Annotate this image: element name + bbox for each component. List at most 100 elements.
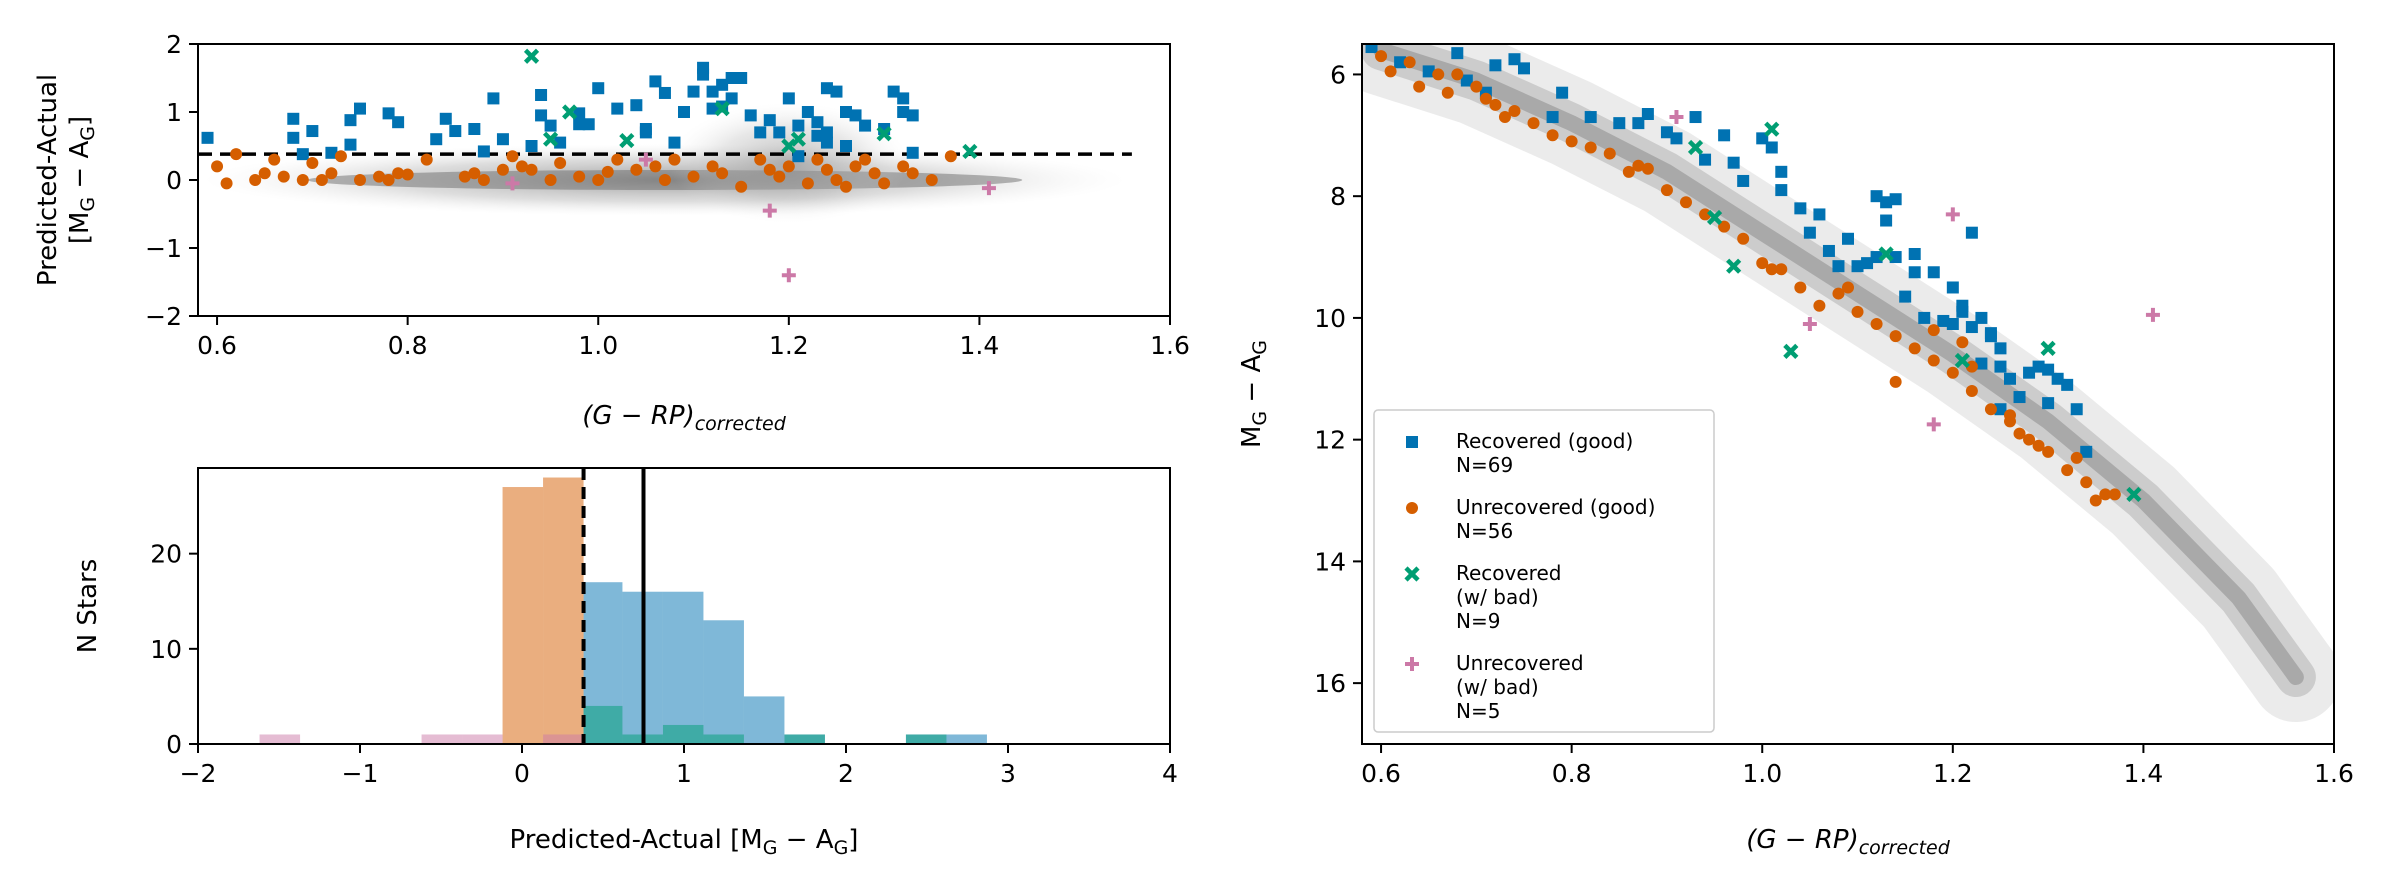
x-tick-label: −1	[342, 759, 379, 788]
y-tick-label: 10	[1314, 304, 1346, 333]
unrecovered_good-point	[1470, 80, 1483, 93]
recovered_bad-bar	[905, 734, 947, 744]
unrecovered_good-point	[1908, 342, 1921, 355]
unrecovered_good-point	[801, 177, 814, 190]
unrecovered_good-point	[2089, 494, 2102, 507]
recovered_good-point	[859, 119, 872, 132]
unrecovered_good-point	[1965, 384, 1978, 397]
recovered_good-point	[1689, 111, 1702, 124]
unrecovered_good-point	[1775, 263, 1788, 276]
unrecovered_good-point	[1699, 208, 1712, 221]
y-tick-label: 0	[166, 730, 182, 759]
unrecovered_good-point	[897, 160, 910, 173]
recovered_good-point	[468, 123, 481, 135]
x-tick-label: 1	[676, 759, 692, 788]
legend-label: N=9	[1456, 609, 1500, 633]
unrecovered_bad-point	[2145, 307, 2160, 322]
recovered_good-point	[2013, 391, 2026, 404]
unrecovered_good-point	[258, 167, 271, 180]
unrecovered_bad-bar	[421, 734, 463, 744]
unrecovered_good-point	[1403, 56, 1416, 69]
unrecovered_good-point	[601, 165, 614, 178]
unrecovered_good-point	[1546, 129, 1559, 142]
recovered_good-point	[1927, 266, 1940, 279]
recovered_good-point	[354, 102, 366, 115]
recovered_bad-bar	[784, 734, 825, 744]
legend-entry-unrecovered_bad: Unrecovered(w/ bad)N=5	[1405, 651, 1584, 723]
recovered_good-point	[1508, 53, 1521, 66]
unrecovered_good-point	[2023, 433, 2036, 446]
y-tick-label: 10	[150, 635, 182, 664]
unrecovered_good-point	[306, 157, 319, 169]
unrecovered_good-point	[1718, 220, 1731, 233]
recovered_good-point	[1899, 290, 1912, 303]
density-core	[1373, 44, 2304, 686]
recovered_good-point	[2032, 360, 2045, 373]
unrecovered_good-point	[906, 167, 919, 180]
recovered_good-point	[820, 136, 833, 149]
recovered_bad-legend-marker	[1404, 566, 1420, 582]
axes: 0.6 0.8 1.0 1.2 1.4 1.6 6 8 10 12 14 16	[1314, 60, 2354, 788]
unrecovered_good-point	[1927, 324, 1940, 337]
recovered_good-point	[725, 72, 738, 84]
unrecovered_good-point	[2108, 488, 2121, 501]
legend-entry-recovered_bad: Recovered(w/ bad)N=9	[1404, 561, 1561, 633]
recovered_bad-point	[790, 131, 806, 147]
x-tick-label: 1.2	[1933, 759, 1973, 788]
unrecovered_good-point	[1603, 147, 1616, 160]
unrecovered_good-point	[1432, 68, 1445, 81]
recovered_good-point	[630, 99, 643, 112]
unrecovered_good-point	[773, 170, 786, 183]
x-tick-label: 1.6	[2314, 759, 2354, 788]
background-density	[1362, 44, 2334, 723]
recovered_good-point	[1803, 226, 1816, 239]
unrecovered_good-point	[658, 174, 671, 186]
recovered_good-point	[1975, 311, 1988, 324]
unrecovered_good-point	[868, 167, 881, 180]
recovered_good-point	[1880, 196, 1893, 209]
recovered_good-point	[1946, 281, 1959, 294]
recovered_good-point	[725, 92, 738, 105]
unrecovered_good-point	[1413, 80, 1426, 93]
recovered_good-point	[296, 148, 309, 161]
unrecovered_good-bar	[502, 487, 544, 744]
recovered_good-point	[382, 107, 395, 120]
recovered_bad-point	[876, 126, 892, 142]
x-tick-label: 0.6	[1361, 759, 1401, 788]
recovered_bad-point	[562, 104, 578, 120]
recovered_good-point	[840, 140, 852, 152]
recovered_good-point	[668, 136, 681, 149]
unrecovered_bad-point	[762, 203, 777, 218]
recovered_good-point	[792, 119, 805, 132]
unrecovered_good-point	[2032, 439, 2045, 452]
recovered_good-point	[1556, 86, 1569, 99]
cmd-scatter	[1365, 44, 2160, 507]
recovered_good-point	[1584, 111, 1597, 124]
recovered_good-point	[773, 126, 786, 139]
recovered_good-point	[820, 82, 833, 95]
unrecovered_good-point	[1813, 299, 1826, 312]
recovered_good-point	[1641, 108, 1654, 120]
unrecovered_good-point	[373, 170, 386, 183]
y-tick-label: 16	[1314, 669, 1346, 698]
recovered_good-point	[544, 119, 557, 132]
recovered_good-point	[496, 133, 509, 146]
recovered_good-point	[2023, 366, 2036, 379]
unrecovered_good-point	[1565, 135, 1578, 148]
legend-label: N=56	[1456, 519, 1513, 543]
unrecovered_good-point	[849, 160, 862, 173]
unrecovered_good-point	[630, 163, 643, 176]
recovered_good-point	[830, 85, 843, 98]
unrecovered_good-point	[1641, 162, 1654, 175]
unrecovered_good-point	[1832, 287, 1845, 300]
unrecovered_good-point	[1870, 318, 1883, 330]
recovered_good-point	[2070, 403, 2083, 416]
legend-label: (w/ bad)	[1456, 675, 1539, 699]
unrecovered_bad-point	[1669, 110, 1684, 125]
x-tick-label: 0	[514, 759, 530, 788]
recovered_good-bar	[662, 591, 704, 744]
plot-frame	[1361, 43, 2335, 745]
axes: 0.6 0.8 1.0 1.2 1.4 1.6 2 1 0 −1 −2	[145, 30, 1190, 360]
